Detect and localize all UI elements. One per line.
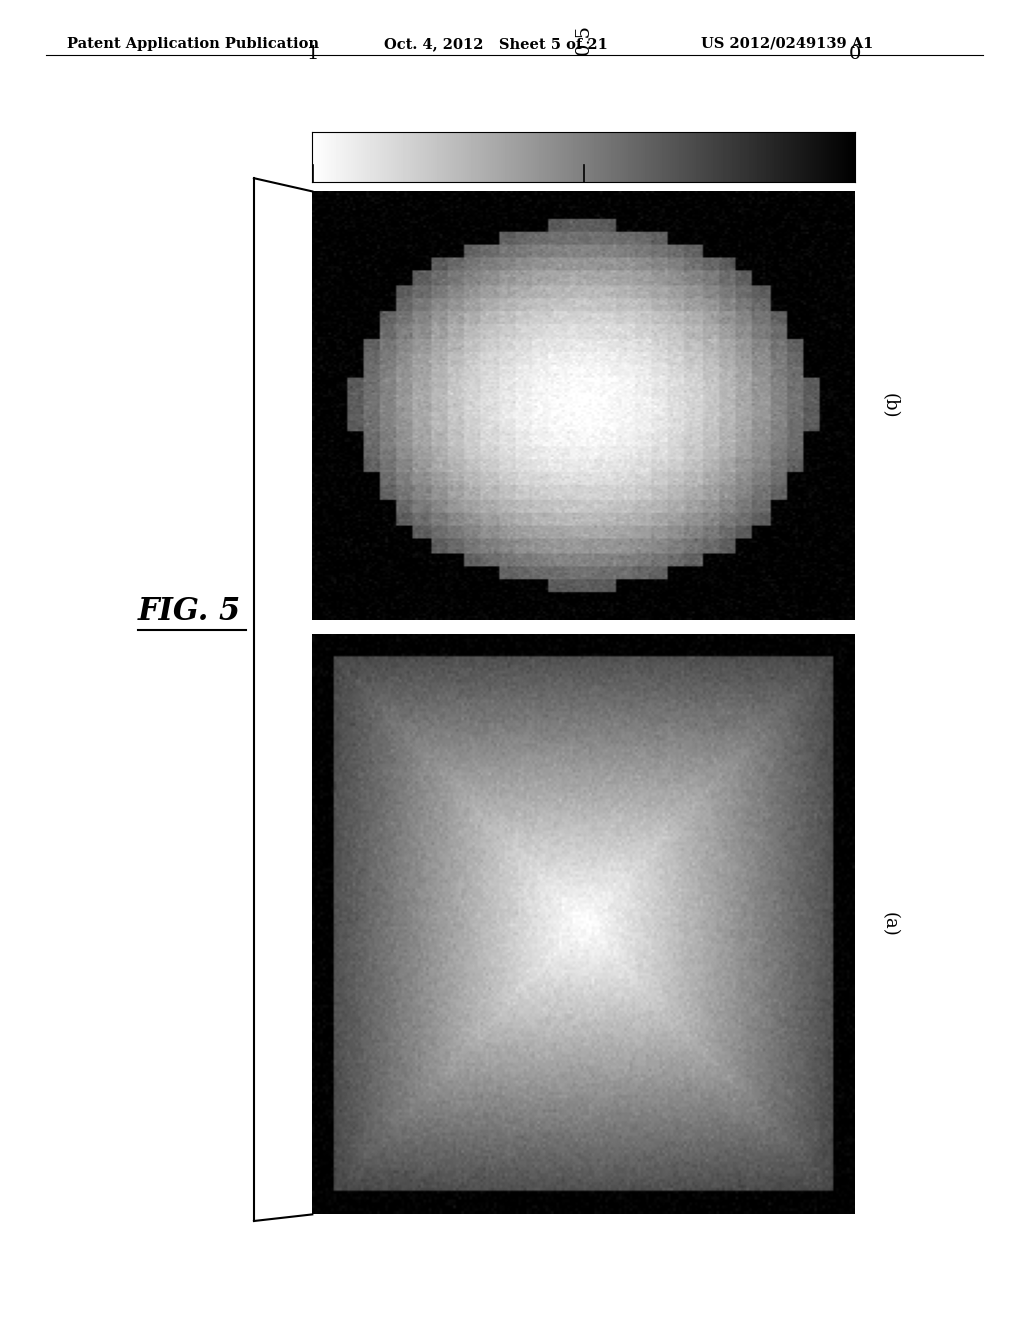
Text: 1: 1 [306, 45, 318, 63]
Text: Patent Application Publication: Patent Application Publication [67, 37, 318, 51]
Text: US 2012/0249139 A1: US 2012/0249139 A1 [701, 37, 873, 51]
Text: FIG. 5: FIG. 5 [138, 597, 241, 627]
Text: 0.5: 0.5 [574, 25, 593, 55]
Text: (b): (b) [881, 393, 899, 418]
Text: Oct. 4, 2012   Sheet 5 of 21: Oct. 4, 2012 Sheet 5 of 21 [384, 37, 608, 51]
Text: 0: 0 [849, 45, 861, 63]
Text: (a): (a) [881, 912, 899, 936]
